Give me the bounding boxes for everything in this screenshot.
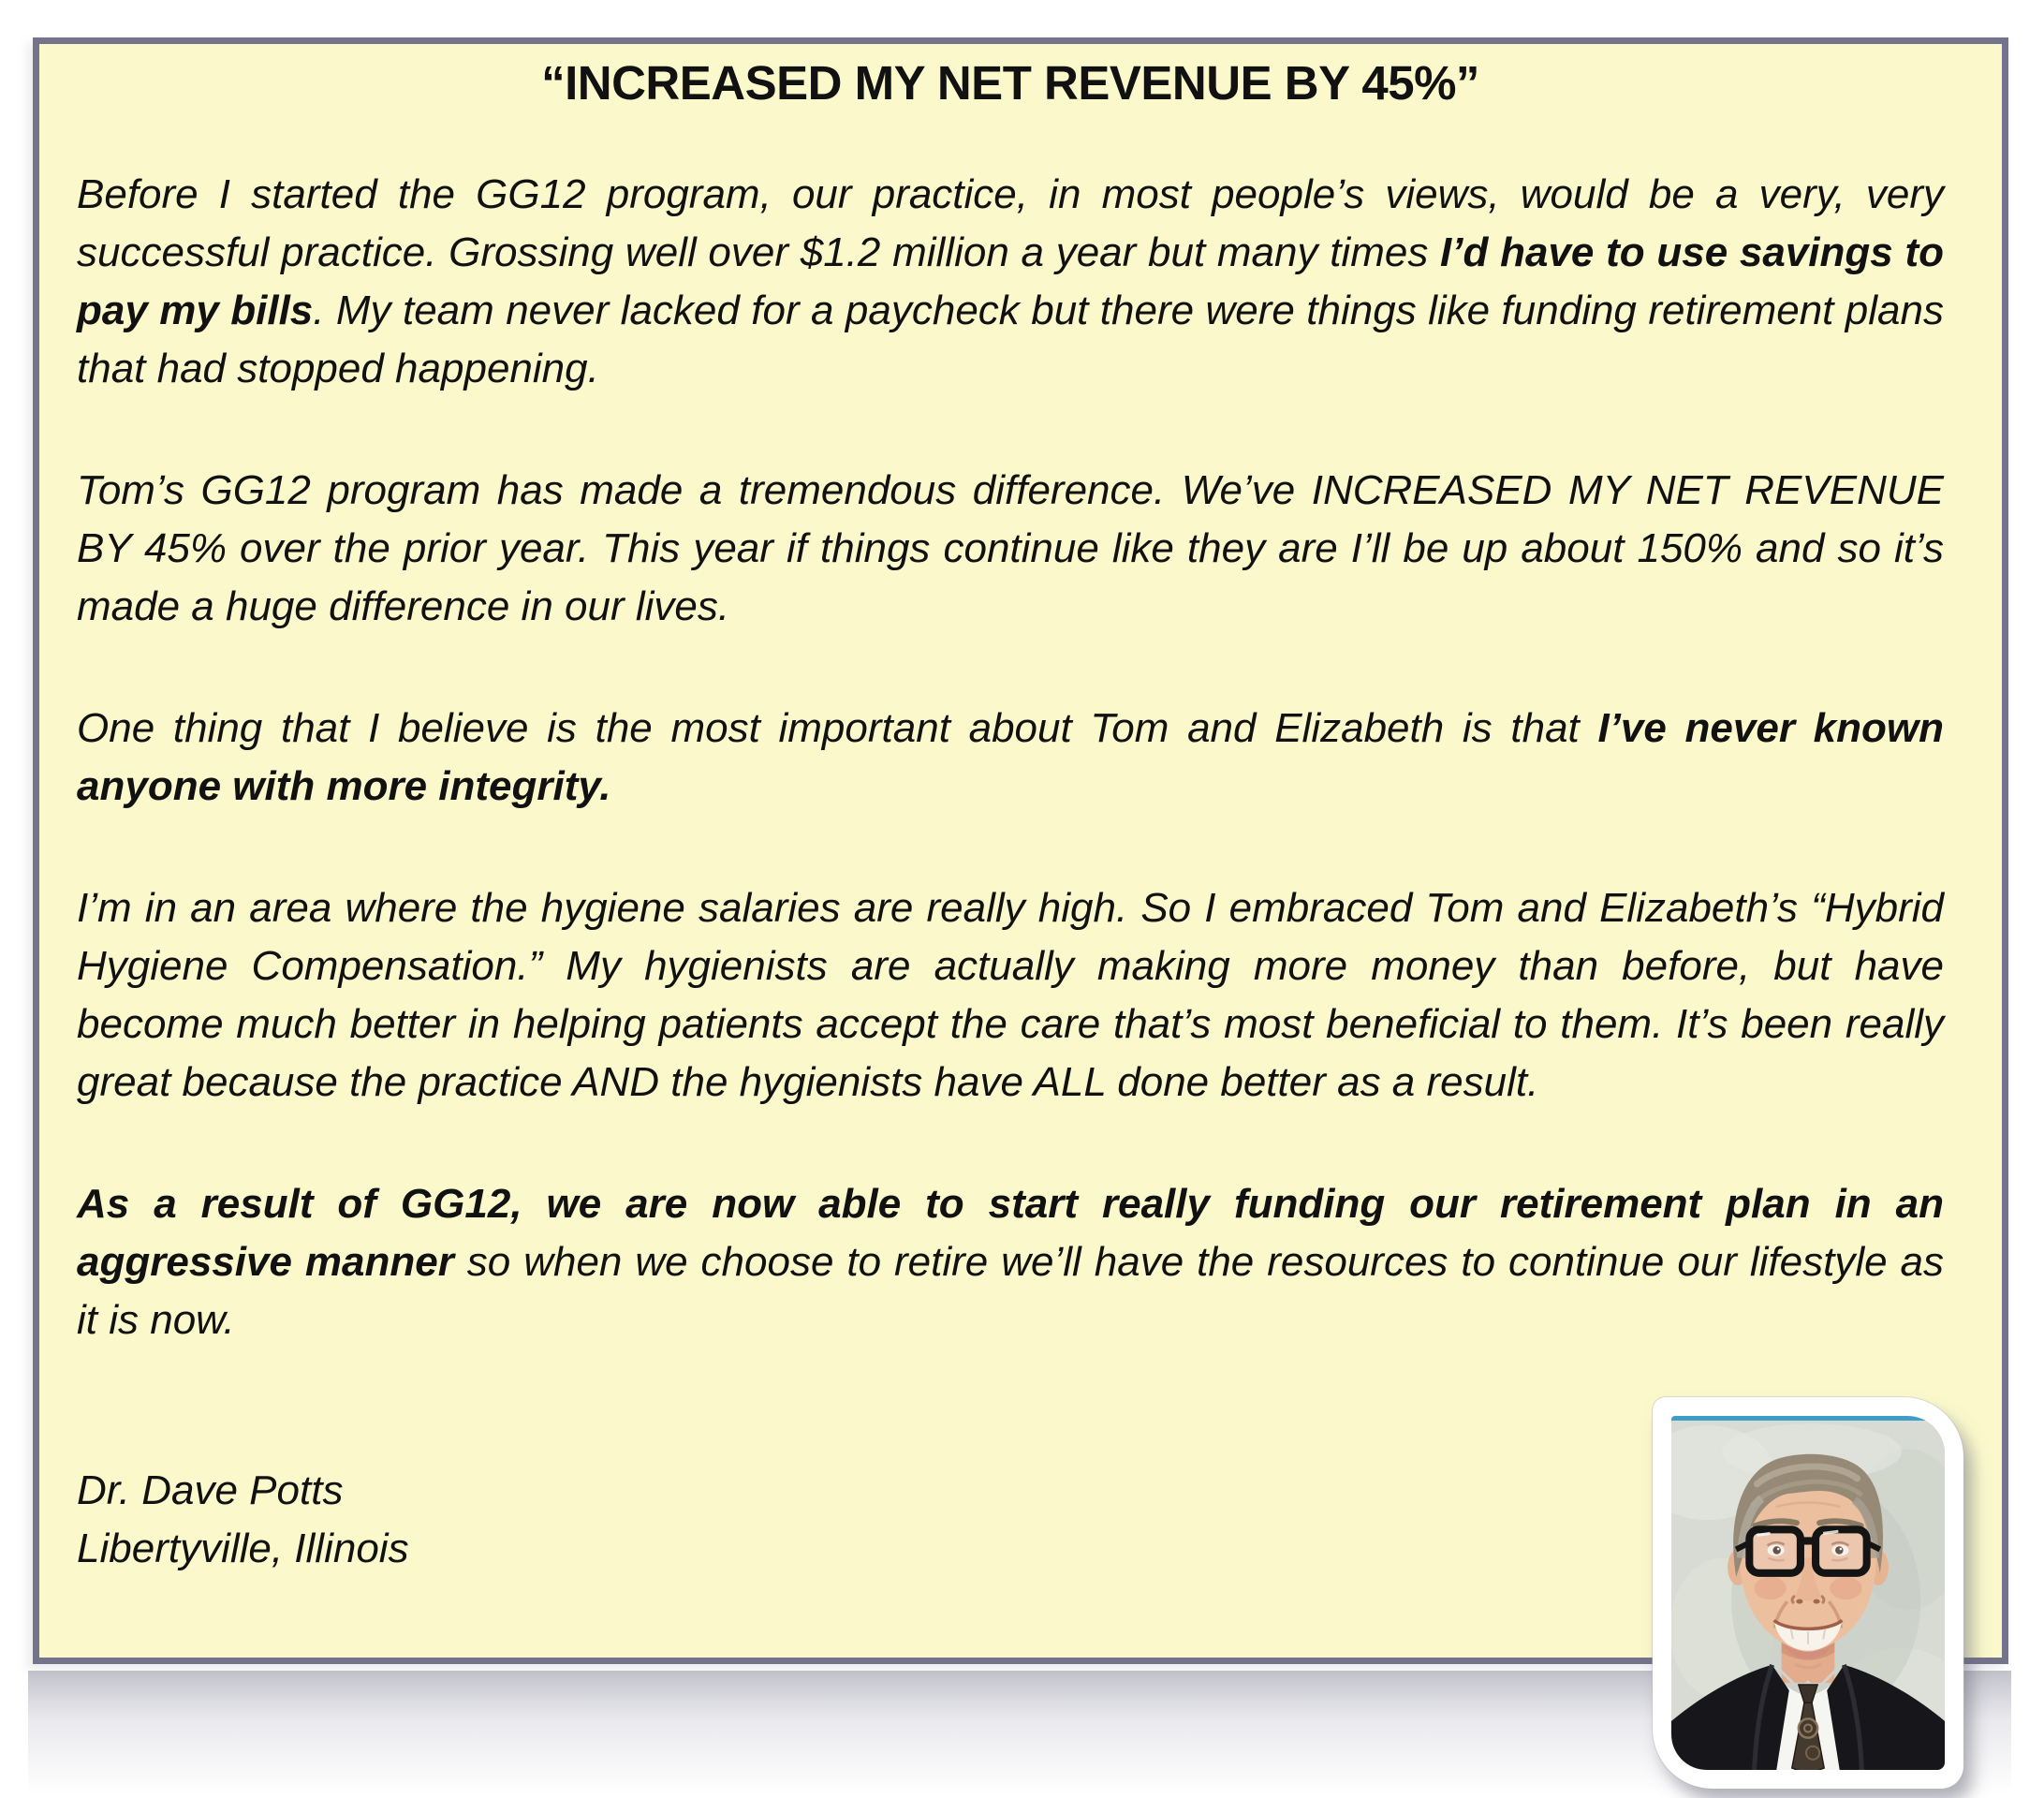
signature-location: Libertyville, Illinois bbox=[77, 1525, 409, 1571]
testimonial-photo bbox=[1671, 1416, 1945, 1770]
testimonial-paragraph-4: I’m in an area where the hygiene salarie… bbox=[77, 885, 1944, 1105]
signature-name: Dr. Dave Potts bbox=[77, 1467, 344, 1513]
portrait-photo bbox=[1671, 1416, 1945, 1770]
signature-block: Dr. Dave Potts Libertyville, Illinois bbox=[77, 1462, 1944, 1578]
testimonial-paragraph-3: One thing that I believe is the most imp… bbox=[77, 705, 1944, 809]
testimonial-card: “INCREASED MY NET REVENUE BY 45%” Before… bbox=[33, 37, 2008, 1664]
testimonial-paragraph-1: Before I started the GG12 program, our p… bbox=[77, 171, 1944, 391]
testimonial-photo-frame bbox=[1653, 1397, 1963, 1789]
testimonial-paragraph-2: Tom’s GG12 program has made a tremendous… bbox=[77, 467, 1944, 629]
testimonial-heading: “INCREASED MY NET REVENUE BY 45%” bbox=[541, 56, 1479, 110]
photo-top-scan-line bbox=[1671, 1416, 1945, 1421]
testimonial-paragraph-5: As a result of GG12, we are now able to … bbox=[77, 1181, 1945, 1343]
